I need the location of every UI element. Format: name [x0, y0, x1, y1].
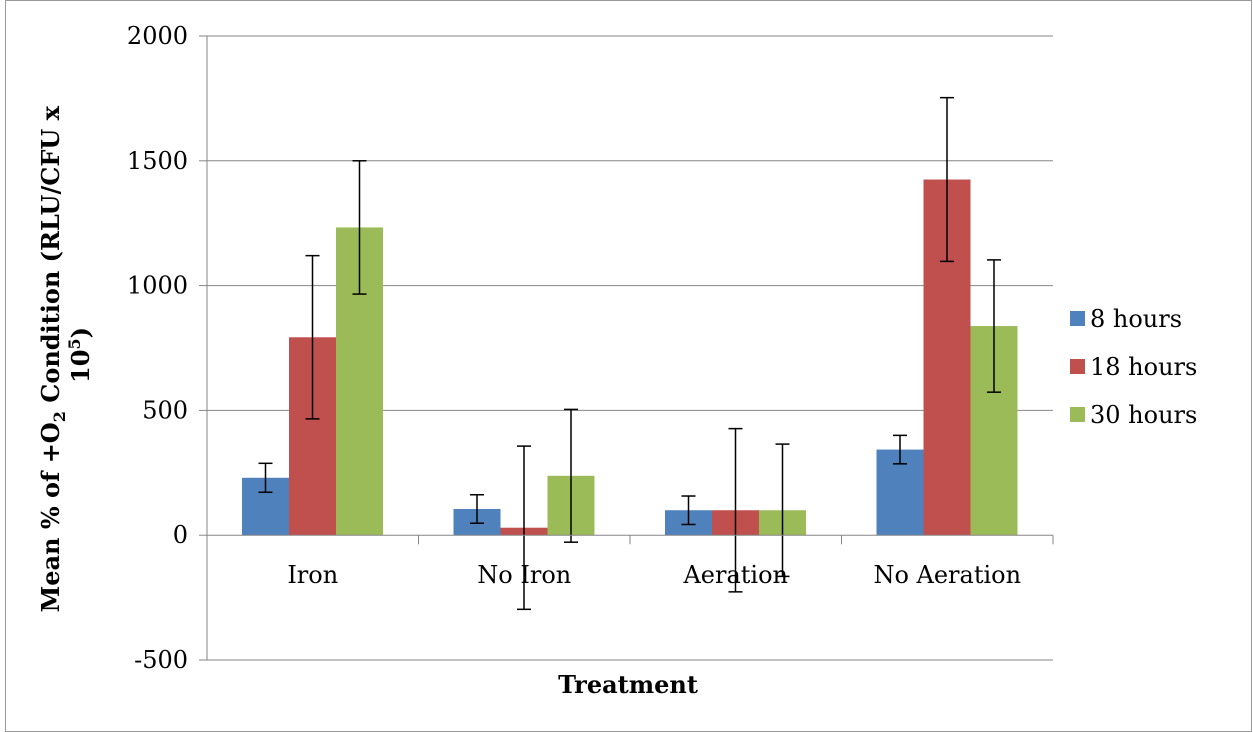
x-category-label: Iron	[287, 561, 338, 589]
x-category-label: Aeration	[682, 561, 788, 589]
legend-swatch	[1070, 359, 1085, 374]
plot-area	[242, 96, 1018, 611]
y-axis-title-line2: 105)	[65, 327, 95, 383]
y-axis-superscript: 5	[65, 338, 84, 349]
legend-swatch	[1070, 407, 1085, 422]
y-axis-title-line1: Mean % of +O2 Condition (RLU/CFU x	[36, 105, 69, 612]
legend-swatch	[1070, 311, 1085, 326]
y-tick-label: 500	[142, 396, 188, 424]
y-tick-label: 1000	[127, 272, 188, 300]
y-tick-label: 1500	[127, 147, 188, 175]
y-tick-labels: -500 0 500 1000 1500 2000	[127, 22, 188, 674]
y-tick-label: 2000	[127, 22, 188, 50]
chart-border	[5, 0, 1252, 732]
y-axis-title: Mean % of +O2 Condition (RLU/CFU x 105)	[36, 98, 95, 613]
x-category-label: No Aeration	[873, 561, 1021, 589]
y-axis-subscript: 2	[50, 411, 69, 422]
x-category-labels: Iron No Iron Aeration No Aeration	[287, 561, 1021, 589]
x-axis-title: Treatment	[558, 670, 698, 699]
x-category-label: No Iron	[477, 561, 571, 589]
legend-label: 30 hours	[1090, 401, 1197, 429]
legend-label: 8 hours	[1090, 305, 1182, 333]
y-tick-label: -500	[134, 646, 188, 674]
y-tick-label: 0	[173, 521, 188, 549]
legend-label: 18 hours	[1090, 353, 1197, 381]
legend: 8 hours 18 hours 30 hours	[1070, 305, 1197, 429]
axes	[199, 35, 1054, 661]
